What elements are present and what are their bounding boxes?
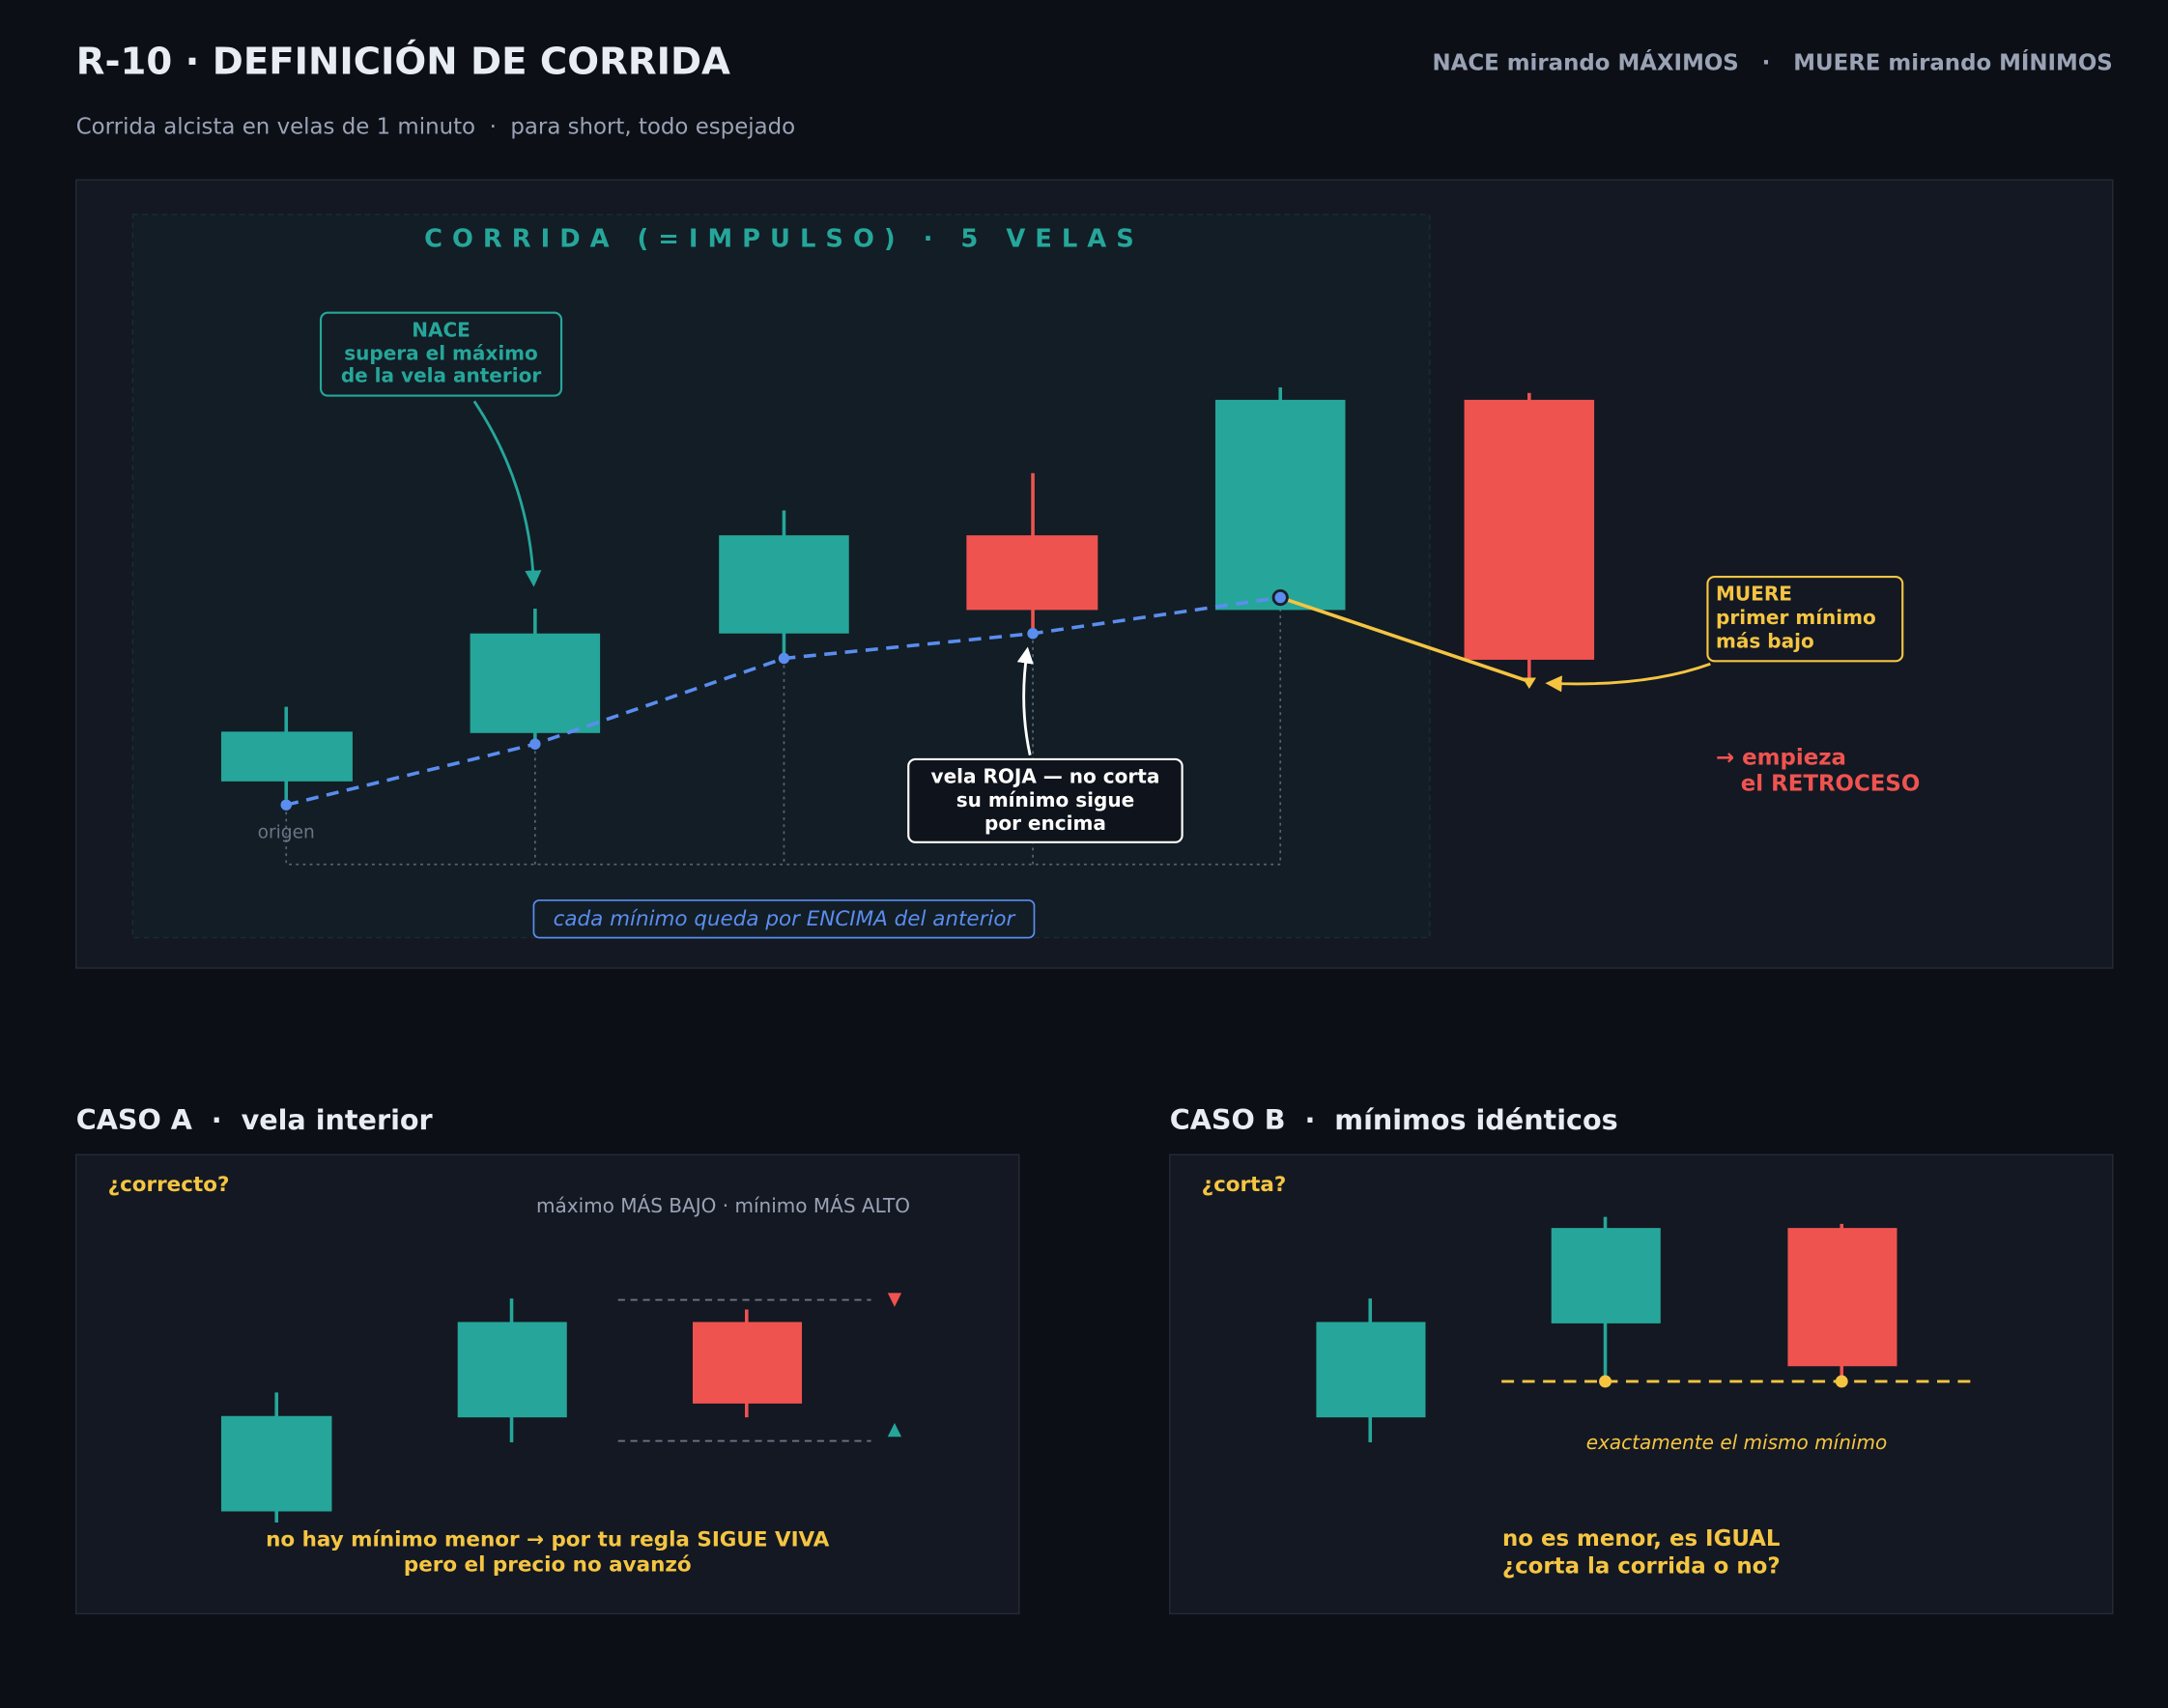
zone-label: CORRIDA (=IMPULSO) · 5 VELAS bbox=[424, 224, 1144, 253]
muere-label: MUERE primer mínimo más bajo bbox=[1716, 582, 1876, 652]
case-b-question: ¿corta? bbox=[1202, 1173, 1287, 1197]
case-b-conclusion: no es menor, es IGUAL ¿corta la corrida o… bbox=[1502, 1526, 1781, 1580]
case-a-title: CASO A · vela interior bbox=[76, 1103, 434, 1136]
roja-label: vela ROJA — no corta su mínimo sigue por e… bbox=[931, 764, 1160, 835]
origin-label: origen bbox=[258, 822, 315, 842]
case-b-title: CASO B · mínimos idénticos bbox=[1170, 1103, 1618, 1136]
case-a-note: máximo MÁS BAJO · mínimo MÁS ALTO bbox=[536, 1194, 910, 1217]
main-panel: CORRIDA (=IMPULSO) · 5 VELAS origen NACE… bbox=[74, 179, 2114, 969]
retroceso-label: → empieza el RETROCESO bbox=[1716, 745, 1920, 796]
nace-label: NACE supera el máximo de la vela anterior bbox=[341, 318, 542, 386]
case-b: CASO B · mínimos idénticos ¿corta? exact… bbox=[1169, 1103, 2114, 1615]
case-a-question: ¿correcto? bbox=[108, 1173, 230, 1197]
case-a: CASO A · vela interior ¿correcto? máximo… bbox=[74, 1103, 1020, 1615]
title: R-10 · DEFINICIÓN DE CORRIDA bbox=[76, 39, 730, 84]
tagline: NACE mirando MÁXIMOS · MUERE mirando MÍN… bbox=[1433, 49, 2113, 76]
case-a-conclusion: no hay mínimo menor → por tu regla SIGUE… bbox=[266, 1528, 830, 1578]
subtitle: Corrida alcista en velas de 1 minuto · p… bbox=[76, 114, 795, 139]
footer-label: cada mínimo queda por ENCIMA del anterio… bbox=[554, 907, 1016, 931]
case-b-note: exactamente el mismo mínimo bbox=[1586, 1431, 1887, 1454]
